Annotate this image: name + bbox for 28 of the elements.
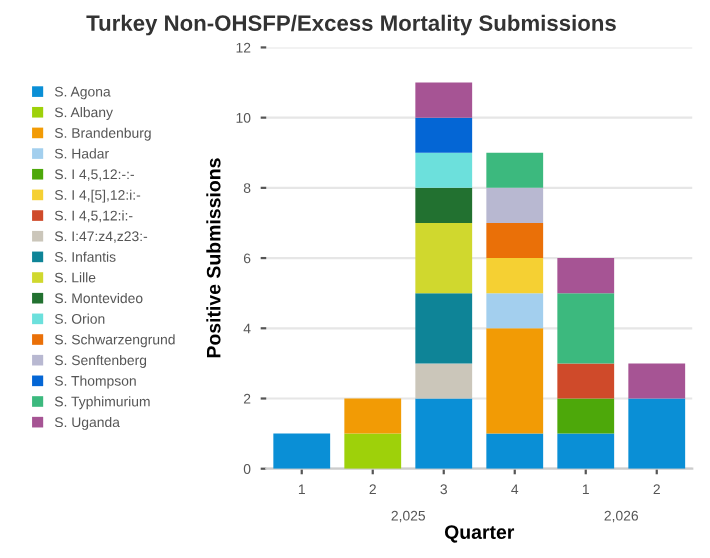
bar	[273, 433, 331, 469]
bar	[486, 187, 544, 223]
bar	[486, 433, 544, 469]
bar	[628, 363, 686, 399]
bar	[557, 398, 615, 434]
bar	[557, 258, 615, 294]
bar	[415, 82, 473, 118]
bar	[415, 222, 473, 294]
bar	[415, 152, 473, 188]
bar	[486, 222, 544, 259]
bar	[557, 433, 615, 469]
bar	[415, 117, 473, 153]
bar	[344, 433, 402, 469]
x-axis-title: Quarter	[444, 525, 515, 543]
bar	[486, 152, 544, 188]
bar	[486, 328, 544, 434]
bar	[344, 398, 402, 434]
bar	[415, 398, 473, 469]
y-axis-title: Positive Submissions	[206, 158, 221, 358]
bar	[415, 363, 473, 399]
bar	[557, 293, 615, 364]
bar	[628, 398, 686, 469]
bar	[415, 293, 473, 364]
bar	[486, 293, 544, 329]
chart-title: Turkey Non-OHSFP/Excess Mortality Submissions	[86, 14, 616, 36]
bar	[486, 258, 544, 294]
bar	[415, 187, 473, 223]
bar	[557, 363, 615, 399]
